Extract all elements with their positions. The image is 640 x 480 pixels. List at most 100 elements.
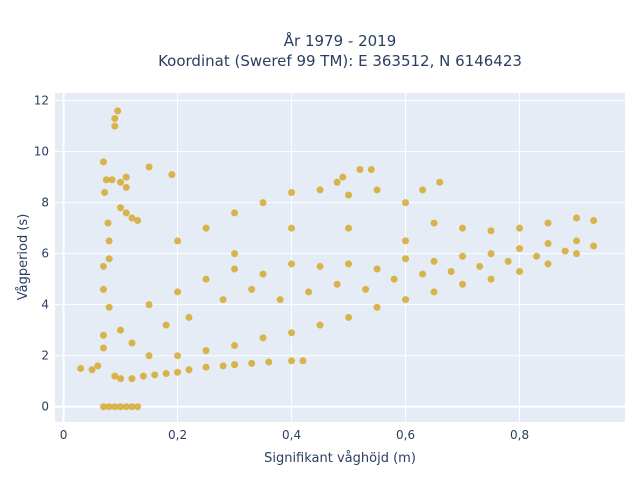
scatter-point (202, 347, 210, 355)
scatter-point (516, 268, 524, 276)
scatter-point (185, 366, 193, 374)
scatter-point (99, 331, 107, 339)
scatter-point (504, 257, 512, 265)
x-axis-title: Signifikant våghöjd (m) (264, 451, 416, 466)
scatter-point (108, 176, 116, 184)
y-axis-ticks: 0 2 4 6 8 10 12 (34, 94, 49, 414)
scatter-point (367, 166, 375, 174)
scatter-point (544, 260, 552, 268)
scatter-point (299, 357, 307, 365)
scatter-point (114, 107, 122, 115)
scatter-point (573, 214, 581, 222)
scatter-point (259, 199, 267, 207)
scatter-point (436, 178, 444, 186)
scatter-point (590, 242, 598, 250)
y-tick-label: 0 (41, 400, 49, 414)
scatter-point (134, 217, 142, 225)
scatter-point (516, 224, 524, 232)
scatter-point (516, 245, 524, 253)
x-tick-label: 0,4 (282, 428, 301, 442)
x-tick-label: 0,8 (510, 428, 529, 442)
scatter-point (590, 217, 598, 225)
scatter-point (430, 288, 438, 296)
scatter-point (316, 262, 324, 270)
y-tick-label: 2 (41, 349, 49, 363)
scatter-point (139, 372, 147, 380)
scatter-point (162, 370, 170, 378)
scatter-point (128, 214, 136, 222)
scatter-point (88, 366, 96, 374)
plot-area (55, 93, 625, 422)
scatter-point (487, 227, 495, 235)
scatter-point (168, 171, 176, 179)
scatter-point (288, 329, 296, 337)
scatter-point (174, 368, 182, 376)
scatter-point (117, 326, 125, 334)
scatter-point (333, 280, 341, 288)
y-tick-label: 10 (34, 145, 49, 159)
scatter-point (174, 352, 182, 360)
scatter-point (101, 188, 109, 196)
scatter-point (402, 296, 410, 304)
scatter-point (202, 224, 210, 232)
scatter-point (419, 270, 427, 278)
scatter-point (430, 219, 438, 227)
scatter-point (533, 252, 541, 260)
scatter-point (99, 262, 107, 270)
scatter-point (231, 209, 239, 217)
scatter-point (373, 303, 381, 311)
scatter-point (362, 285, 370, 293)
scatter-point (185, 313, 193, 321)
scatter-point (111, 372, 119, 380)
scatter-point (288, 188, 296, 196)
chart-title-line-1: År 1979 - 2019 (284, 31, 397, 50)
scatter-point (77, 364, 85, 372)
scatter-point (373, 186, 381, 194)
scatter-point (402, 237, 410, 245)
scatter-point (231, 250, 239, 258)
scatter-point (231, 265, 239, 273)
scatter-point (99, 403, 107, 411)
scatter-point (345, 224, 353, 232)
y-tick-label: 8 (41, 196, 49, 210)
scatter-point (333, 178, 341, 186)
scatter-point (373, 265, 381, 273)
scatter-point (459, 252, 467, 260)
scatter-point (162, 321, 170, 329)
scatter-point (122, 183, 130, 191)
y-axis-title: Vågperiod (s) (16, 214, 31, 301)
scatter-point (288, 224, 296, 232)
scatter-point (345, 260, 353, 268)
scatter-point (259, 270, 267, 278)
scatter-point (459, 280, 467, 288)
scatter-point (94, 362, 102, 370)
scatter-point (390, 275, 398, 283)
y-tick-label: 6 (41, 247, 49, 261)
grid-lines (55, 93, 625, 422)
scatter-point (573, 237, 581, 245)
scatter-point (117, 403, 125, 411)
x-axis-ticks: 0 0,2 0,4 0,6 0,8 (60, 428, 529, 442)
scatter-point (145, 301, 153, 309)
scatter-point (105, 237, 113, 245)
chart-title-line-2: Koordinat (Sweref 99 TM): E 363512, N 61… (158, 52, 522, 70)
scatter-point (145, 163, 153, 171)
scatter-point (145, 352, 153, 360)
scatter-point (202, 363, 210, 371)
scatter-point (402, 199, 410, 207)
x-tick-label: 0 (60, 428, 68, 442)
scatter-point (122, 209, 130, 217)
scatter-point (104, 219, 112, 227)
scatter-point (402, 255, 410, 263)
x-tick-label: 0,6 (396, 428, 415, 442)
scatter-point (231, 361, 239, 369)
scatter-point (487, 250, 495, 258)
scatter-point (339, 173, 347, 181)
scatter-point (316, 186, 324, 194)
scatter-point (128, 403, 136, 411)
scatter-point (430, 257, 438, 265)
scatter-point (476, 262, 484, 270)
scatter-point (128, 339, 136, 347)
scatter-point (316, 321, 324, 329)
scatter-point (202, 275, 210, 283)
